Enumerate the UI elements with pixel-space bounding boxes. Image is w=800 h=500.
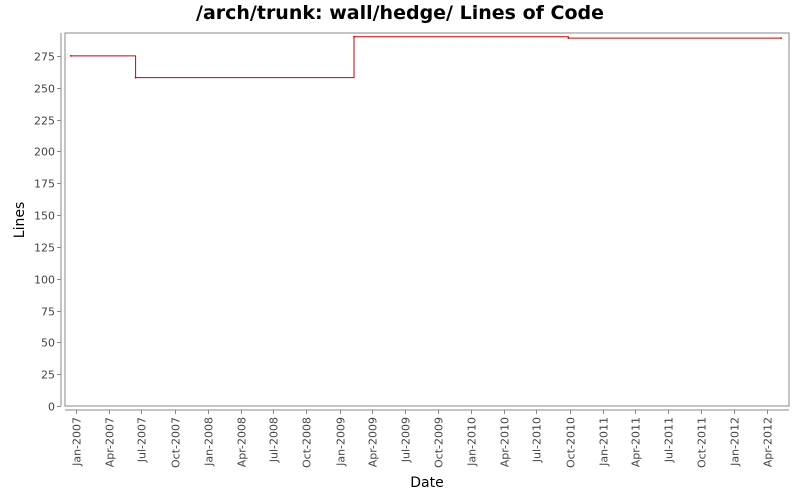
x-tick-label: Apr-2007 [104,417,117,467]
x-tick-label: Jan-2007 [71,417,84,467]
x-tick-label: Jan-2010 [466,417,479,467]
x-tick-label: Apr-2011 [630,417,643,467]
x-tick-label: Jul-2009 [400,417,413,463]
y-tick-label: 100 [34,274,55,287]
y-axis: 0 25 50 75 100 125 150 175 200 225 250 275 [34,33,62,414]
x-tick-label: Jul-2008 [268,417,281,463]
x-tick-label: Jul-2010 [531,417,544,463]
y-tick-label: 150 [34,210,55,223]
x-tick-label: Oct-2009 [433,417,446,468]
x-tick-label: Apr-2008 [236,417,249,467]
y-tick-label: 125 [34,242,55,255]
x-axis: Jan-2007 Apr-2007 Jul-2007 Oct-2007 Jan-2008… [65,409,789,468]
data-point [567,37,570,39]
chart-title: /arch/trunk: wall/hedge/ Lines of Code [196,2,604,24]
x-tick-label: Oct-2010 [565,417,578,468]
x-tick-label: Jan-2011 [598,417,611,467]
series-layer [69,35,782,79]
y-tick-label: 0 [48,401,55,414]
x-tick-label: Jul-2011 [663,417,676,463]
y-tick-label: 75 [41,306,55,319]
x-tick-label: Oct-2007 [170,417,183,468]
x-axis-title: Date [410,475,443,491]
y-tick-label: 25 [41,369,55,382]
x-tick-label: Jan-2008 [203,417,216,467]
x-tick-label: Oct-2011 [696,417,709,468]
y-tick-label: 225 [34,115,55,128]
x-tick-label: Jul-2007 [136,417,149,463]
x-tick-label: Apr-2010 [499,417,512,467]
x-tick-label: Jan-2009 [335,417,348,467]
x-tick-label: Oct-2008 [301,417,314,468]
y-axis-title: Lines [12,202,28,238]
x-tick-label: Apr-2009 [367,417,380,467]
data-point [134,76,137,79]
y-tick-label: 200 [34,146,55,159]
y-tick-label: 175 [34,178,55,191]
data-point [69,55,72,57]
y-tick-label: 275 [34,51,55,64]
data-point [780,37,782,39]
x-tick-label: Apr-2012 [762,417,775,467]
x-tick-label: Jan-2012 [729,417,742,467]
y-tick-label: 50 [41,337,55,350]
data-point [353,35,355,38]
y-tick-label: 250 [34,83,55,96]
plot-area [64,32,790,407]
